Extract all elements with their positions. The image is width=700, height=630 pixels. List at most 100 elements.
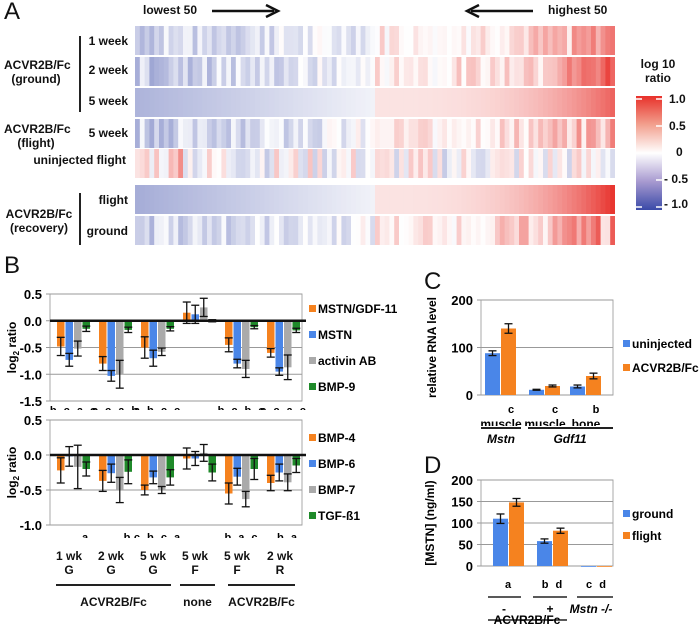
y-tick-label: 150 [451, 495, 473, 510]
heatmap-cell [279, 26, 285, 55]
heatmap-cell [331, 119, 337, 148]
b-group-6-line2: R [275, 563, 285, 577]
chart-d-group-label: ACVR2B/Fc [494, 613, 561, 627]
heatmap-cell [351, 57, 357, 86]
group-recovery-line2: (recovery) [9, 221, 69, 235]
heatmap-cell [274, 88, 280, 117]
heatmap-cell [571, 216, 577, 245]
legend-label: MSTN/GDF-11 [318, 302, 398, 316]
b-group-6-line1: 2 wk [266, 549, 293, 563]
heatmap-cell [538, 119, 544, 148]
y-tick-label: -1.0 [20, 367, 42, 382]
heatmap-cell [427, 26, 433, 55]
heatmap-cell [221, 149, 227, 178]
heatmap-cell [384, 185, 390, 214]
heatmap-cell [322, 26, 328, 55]
arrow-right-icon [212, 4, 281, 18]
heatmap-cell [466, 149, 472, 178]
row-label-1-week: 1 week [88, 34, 128, 48]
legend-swatch [309, 331, 316, 338]
heatmap-cell [317, 149, 323, 178]
heatmap-cell [586, 149, 592, 178]
heatmap-cell [207, 57, 213, 86]
heatmap-cell [571, 149, 577, 178]
category-label: - [502, 602, 506, 616]
group-ground-line1: ACVR2B/Fc [4, 58, 71, 72]
heatmap-cell [274, 57, 280, 86]
heatmap-cell [312, 216, 318, 245]
heatmap-cell [394, 185, 400, 214]
y-tick-label: 50 [459, 538, 473, 553]
heatmap-cell [591, 57, 597, 86]
heatmap-cell [365, 119, 371, 148]
heatmap-cell [259, 216, 265, 245]
heatmap-cell [216, 119, 222, 148]
heatmap-cell [514, 88, 520, 117]
heatmap-cell [293, 149, 299, 178]
heatmap-cell [379, 119, 385, 148]
heatmap-cell [581, 26, 587, 55]
heatmap-cell [600, 119, 606, 148]
heatmap-cell [327, 57, 333, 86]
heatmap-cell [250, 216, 256, 245]
heatmap-cell [173, 26, 179, 55]
group-label-ground: ACVR2B/Fc (ground) [4, 58, 71, 86]
heatmap-cell [475, 57, 481, 86]
heatmap-cell [269, 119, 275, 148]
heatmap-cell [235, 88, 241, 117]
heatmap-cell [490, 149, 496, 178]
heatmap-cell [144, 119, 150, 148]
heatmap-cell [557, 149, 563, 178]
heatmap-cell [456, 88, 462, 117]
heatmap-cell [413, 149, 419, 178]
heatmap-cell [298, 26, 304, 55]
heatmap-cell [192, 26, 198, 55]
heatmap-cell [461, 26, 467, 55]
heatmap-cell [317, 57, 323, 86]
heatmap-cell [336, 57, 342, 86]
heatmap-cell [341, 216, 347, 245]
heatmap-cell [466, 57, 472, 86]
heatmap-cell [528, 88, 534, 117]
heatmap-cell [576, 149, 582, 178]
heatmap-cell [197, 57, 203, 86]
heatmap-cell [418, 185, 424, 214]
heatmap-cell [567, 88, 573, 117]
heatmap-cell [192, 57, 198, 86]
heatmap-cell [159, 26, 165, 55]
heatmap-cell [274, 185, 280, 214]
heatmap-cell [259, 149, 265, 178]
heatmap-cell [245, 26, 251, 55]
heatmap-cell [586, 26, 592, 55]
heatmap-cell [221, 88, 227, 117]
heatmap-cell [567, 57, 573, 86]
heatmap-cell [144, 149, 150, 178]
heatmap-cell [475, 88, 481, 117]
heatmap-cell [211, 26, 217, 55]
heatmap-cell [173, 216, 179, 245]
heatmap-cell [144, 216, 150, 245]
heatmap-cell [562, 216, 568, 245]
heatmap-cell [283, 119, 289, 148]
heatmap-cell [586, 216, 592, 245]
legend-swatch [623, 532, 630, 539]
heatmap-cell [605, 57, 611, 86]
significance-letters: a [82, 532, 90, 538]
heatmap-cell [370, 119, 376, 148]
heatmap-cell [485, 26, 491, 55]
heatmap-cell [192, 88, 198, 117]
heatmap-cell [231, 216, 237, 245]
heatmap-cell [154, 26, 160, 55]
heatmap-cell [163, 57, 169, 86]
heatmap-cell [480, 88, 486, 117]
heatmap-cell [163, 88, 169, 117]
heatmap-cell [187, 216, 193, 245]
heatmap-cell [274, 216, 280, 245]
y-tick-label: 100 [451, 341, 473, 356]
legend-label: BMP-9 [318, 380, 356, 394]
heatmap-cell [552, 88, 558, 117]
y-tick-label: 100 [451, 516, 473, 531]
heatmap-cell [303, 216, 309, 245]
heatmap-cell [269, 57, 275, 86]
heatmap-cell [298, 57, 304, 86]
